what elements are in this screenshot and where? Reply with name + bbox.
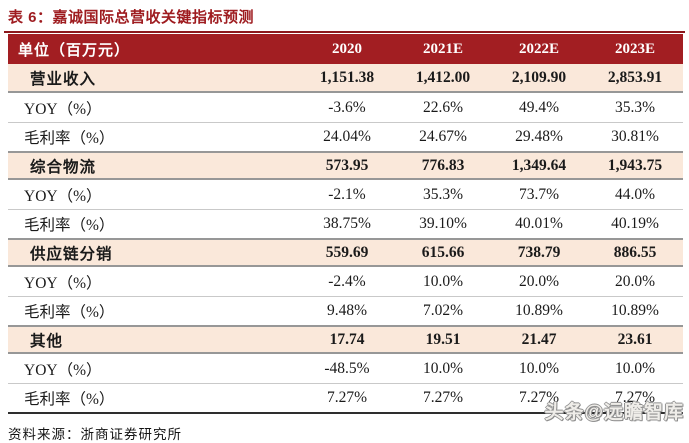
cell-value: 44.0% [614, 185, 656, 203]
cell-value: 738.79 [517, 243, 561, 261]
cell-value: 17.74 [329, 330, 365, 348]
row-label: 毛利率（%） [24, 304, 115, 321]
cell-value: 23.61 [617, 330, 653, 348]
table-row-section: 营业收入 1,151.38 1,412.00 2,109.90 2,853.91 [8, 64, 683, 93]
cell-value: 7.27% [326, 389, 368, 406]
cell-value: 615.66 [421, 243, 465, 261]
table-row: 毛利率（%） 9.48% 7.02% 10.89% 10.89% [8, 296, 683, 325]
table-body: 营业收入 1,151.38 1,412.00 2,109.90 2,853.91 YOY（… [8, 64, 683, 414]
cell-value: 559.69 [325, 243, 369, 261]
cell-value: -2.4% [328, 272, 366, 290]
cell-value: 7.27% [422, 389, 464, 406]
cell-value: 35.3% [614, 98, 656, 116]
cell-value: 1,412.00 [415, 68, 471, 86]
watermark: 头条@远瞻智库 [544, 402, 684, 423]
cell-value: 776.83 [421, 156, 465, 174]
row-label: 毛利率（%） [24, 217, 115, 234]
cell-value: 1,943.75 [607, 156, 663, 174]
cell-value: 35.3% [422, 185, 464, 203]
table-row: 毛利率（%） 7.27% 7.27% 7.27% 7.27% [8, 383, 683, 412]
cell-value: 886.55 [613, 243, 657, 261]
cell-value: 7.27% [518, 389, 560, 406]
cell-value: 7.02% [422, 302, 464, 319]
cell-value: 73.7% [518, 185, 560, 203]
cell-value: 10.0% [614, 359, 656, 377]
cell-value: 24.04% [323, 128, 371, 145]
table-row: YOY（%） -2.1% 35.3% 73.7% 44.0% [8, 180, 683, 209]
year-header-2021e: 2021E [422, 40, 463, 57]
cell-value: 49.4% [518, 98, 560, 116]
row-label: 综合物流 [30, 158, 97, 176]
cell-value: 40.01% [515, 215, 563, 232]
cell-value: 573.95 [325, 156, 369, 174]
year-header-2020: 2020 [332, 40, 362, 57]
row-label: YOY（%） [24, 361, 102, 379]
row-label: 毛利率（%） [24, 391, 115, 408]
forecast-table: 单位（百万元） 2020 2021E 2022E 2023E 营业收入 1,151… [8, 34, 683, 414]
cell-value: 9.48% [326, 302, 368, 319]
row-label: 供应链分销 [30, 245, 113, 263]
cell-value: 10.0% [422, 272, 464, 290]
cell-value: 29.48% [515, 128, 563, 145]
cell-value: 1,349.64 [511, 156, 567, 174]
year-header-2023e: 2023E [614, 40, 655, 57]
table-row: 毛利率（%） 24.04% 24.67% 29.48% 30.81% [8, 122, 683, 151]
cell-value: -48.5% [324, 359, 370, 377]
cell-value: 39.10% [419, 215, 467, 232]
cell-value: 20.0% [518, 272, 560, 290]
cell-value: 2,109.90 [511, 68, 567, 86]
cell-value: 2,853.91 [607, 68, 663, 86]
table-row: YOY（%） -48.5% 10.0% 10.0% 10.0% [8, 354, 683, 383]
cell-value: 38.75% [323, 215, 371, 232]
table-title: 表 6：嘉诚国际总营收关键指标预测 [8, 9, 255, 26]
cell-value: 21.47 [521, 330, 557, 348]
table-row-section: 综合物流 573.95 776.83 1,349.64 1,943.75 [8, 151, 683, 180]
row-label: 营业收入 [30, 70, 97, 88]
cell-value: 19.51 [425, 330, 461, 348]
row-label: 毛利率（%） [24, 130, 115, 147]
cell-value: 10.0% [518, 359, 560, 377]
cell-value: 1,151.38 [319, 68, 375, 86]
cell-value: 40.19% [611, 215, 659, 232]
title-divider [4, 31, 685, 33]
cell-value: 10.0% [422, 359, 464, 377]
cell-value: 20.0% [614, 272, 656, 290]
cell-value: 10.89% [515, 302, 563, 319]
year-header-2022e: 2022E [518, 40, 559, 57]
table-row-section: 其他 17.74 19.51 21.47 23.61 [8, 325, 683, 354]
row-label: YOY（%） [24, 274, 102, 292]
row-label: YOY（%） [24, 100, 102, 118]
table-row: 毛利率（%） 38.75% 39.10% 40.01% 40.19% [8, 209, 683, 238]
cell-value: -3.6% [328, 98, 366, 116]
cell-value: 24.67% [419, 128, 467, 145]
cell-value: -2.1% [328, 185, 366, 203]
table-row: YOY（%） -2.4% 10.0% 20.0% 20.0% [8, 267, 683, 296]
cell-value: 7.27% [614, 389, 656, 406]
cell-value: 30.81% [611, 128, 659, 145]
cell-value: 10.89% [611, 302, 659, 319]
table-row: YOY（%） -3.6% 22.6% 49.4% 35.3% [8, 93, 683, 122]
cell-value: 22.6% [422, 98, 464, 116]
table-row-section: 供应链分销 559.69 615.66 738.79 886.55 [8, 238, 683, 267]
unit-header-cell: 单位（百万元） [18, 42, 131, 59]
row-label: 其他 [30, 332, 64, 350]
table-header-row: 单位（百万元） 2020 2021E 2022E 2023E [8, 34, 683, 64]
row-label: YOY（%） [24, 187, 102, 205]
